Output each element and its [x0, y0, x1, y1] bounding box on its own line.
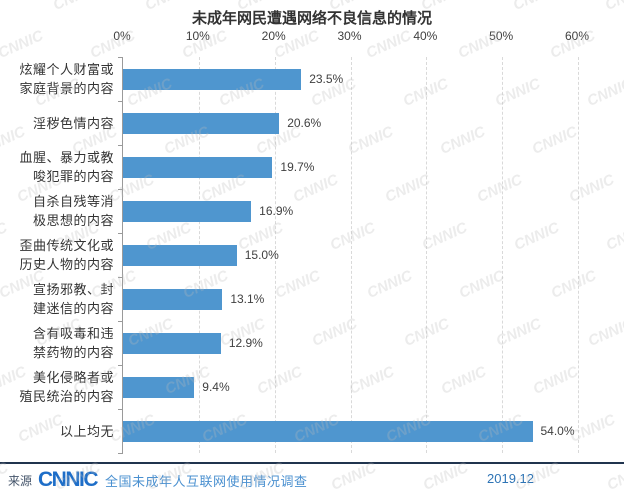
- category-label: 美化侵略者或殖民统治的内容: [0, 365, 114, 409]
- y-axis-tick: [118, 57, 123, 58]
- bar: [123, 244, 237, 266]
- y-axis-tick: [118, 409, 123, 410]
- category-label-line: 唆犯罪的内容: [32, 169, 114, 184]
- category-label-line: 自杀自残等消: [32, 194, 114, 209]
- footer-date: 2019.12: [487, 471, 534, 486]
- value-label: 19.7%: [280, 160, 315, 174]
- gridline: [274, 57, 276, 453]
- value-label: 15.0%: [244, 248, 279, 262]
- chart-title: 未成年网民遭遇网络不良信息的情况: [191, 10, 432, 27]
- bar-row: 9.4%: [123, 365, 578, 409]
- bar-row: 20.6%: [123, 101, 578, 145]
- category-label-line: 歪曲传统文化或: [19, 238, 114, 253]
- y-axis-tick: [118, 233, 123, 234]
- bar-row: 54.0%: [123, 409, 578, 453]
- y-axis-tick: [118, 101, 123, 102]
- category-label: 含有吸毒和违 禁药物的内容: [0, 321, 114, 365]
- y-axis-tick: [118, 189, 123, 190]
- x-tick-label: 10%: [185, 29, 210, 43]
- cnnic-watermark: CNNIC: [584, 75, 624, 110]
- plot-area: 23.5% 20.6% 19.7% 16.9% 15.0% 13.1% 12.9% 9.4% 5…: [118, 57, 579, 454]
- bar: [123, 200, 252, 222]
- gridline: [350, 57, 352, 453]
- value-label: 12.9%: [228, 336, 263, 350]
- category-label: 以上均无: [0, 409, 114, 453]
- category-label-line: 淫秽色情内容: [32, 115, 114, 131]
- x-axis: 0% 10% 20% 30% 40% 50% 60%: [113, 29, 589, 45]
- category-label-line: 极思想的内容: [32, 213, 114, 228]
- bar: [123, 288, 223, 310]
- category-label-line: 殖民统治的内容: [19, 389, 114, 404]
- bar: [123, 112, 280, 134]
- category-label-line: 历史人物的内容: [19, 257, 114, 272]
- category-label-line: 宣扬邪教、封: [32, 282, 114, 297]
- category-label-line: 家庭背景的内容: [19, 81, 114, 96]
- value-label: 54.0%: [540, 424, 575, 438]
- bar: [123, 156, 273, 178]
- footer-divider: [0, 462, 624, 464]
- bar-row: 23.5%: [123, 57, 578, 101]
- survey-name: 全国未成年人互联网使用情况调查: [105, 473, 308, 489]
- cnnic-logo: CNNIC: [38, 468, 99, 491]
- bar: [123, 376, 195, 398]
- category-label: 自杀自残等消 极思想的内容: [0, 189, 114, 233]
- y-axis-tick: [118, 453, 123, 454]
- category-label-line: 含有吸毒和违: [32, 326, 114, 341]
- category-label-line: 美化侵略者或: [32, 370, 114, 385]
- source-label: 来源: [8, 473, 33, 488]
- x-tick-label: 0%: [113, 29, 131, 43]
- bar: [123, 332, 221, 354]
- category-label-line: 炫耀个人财富或: [19, 62, 114, 77]
- bar-row: 19.7%: [123, 145, 578, 189]
- bar-row: 13.1%: [123, 277, 578, 321]
- category-label-line: 禁药物的内容: [32, 345, 114, 360]
- value-label: 23.5%: [309, 72, 344, 86]
- value-label: 16.9%: [259, 204, 294, 218]
- y-axis-tick: [118, 365, 123, 366]
- category-label-line: 血腥、暴力或教: [19, 150, 114, 165]
- y-axis: 炫耀个人财富或 家庭背景的内容 淫秽色情内容 血腥、暴力或教 唆犯罪的内容 自杀自残等消极…: [0, 57, 114, 453]
- x-tick-label: 40%: [413, 29, 438, 43]
- category-label: 血腥、暴力或教唆犯罪的内容: [0, 145, 114, 189]
- cnnic-watermark: CNNIC: [603, 219, 624, 254]
- category-label: 淫秽色情内容: [0, 101, 114, 145]
- bar: [123, 420, 533, 442]
- bar-row: 16.9%: [123, 189, 578, 233]
- x-tick-label: 30%: [337, 29, 362, 43]
- y-axis-tick: [118, 145, 123, 146]
- footer: 来源 CNNIC 全国未成年人互联网使用情况调查 2019.12: [0, 465, 624, 495]
- x-tick-label: 60%: [564, 29, 590, 43]
- bar-row: 15.0%: [123, 233, 578, 277]
- gridline: [578, 57, 579, 453]
- category-label: 炫耀个人财富或 家庭背景的内容: [0, 57, 114, 101]
- value-label: 9.4%: [202, 380, 230, 394]
- x-tick-label: 50%: [489, 29, 514, 43]
- category-label-line: 建迷信的内容: [32, 301, 114, 316]
- y-axis-tick: [118, 321, 123, 322]
- bar: [123, 68, 302, 90]
- bar-row: 12.9%: [123, 321, 578, 365]
- category-label: 歪曲传统文化或 历史人物的内容: [0, 233, 114, 277]
- cnnic-watermark: CNNIC: [585, 315, 624, 350]
- value-label: 13.1%: [230, 292, 265, 306]
- x-tick-label: 20%: [261, 29, 286, 43]
- category-label: 宣扬邪教、封 建迷信的内容: [0, 277, 114, 321]
- y-axis-tick: [118, 277, 123, 278]
- category-label-line: 以上均无: [59, 423, 114, 439]
- value-label: 20.6%: [287, 116, 322, 130]
- gridline: [502, 57, 504, 453]
- gridline: [426, 57, 428, 453]
